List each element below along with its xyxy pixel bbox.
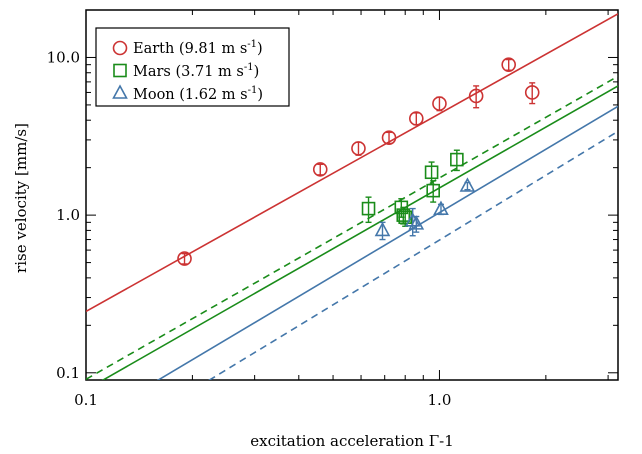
marker-square (361, 201, 376, 216)
legend-label-mars: Mars (3.71 m s-1) (133, 62, 259, 80)
tick-labels: 0.1 1.0 0.1 1.0 10.0 (47, 48, 452, 409)
legend-label-moon: Moon (1.62 m s-1) (133, 85, 263, 103)
data-point (177, 251, 192, 266)
marker-triangle (459, 177, 476, 192)
marker-circle (501, 57, 516, 72)
y-axis-label: rise velocity [mm/s] (12, 123, 30, 273)
legend-item-mars: Mars (3.71 m s-1) (113, 62, 259, 80)
marker-triangle (374, 221, 391, 237)
legend-item-earth: Earth (9.81 m s-1) (112, 39, 263, 57)
marker-circle (351, 141, 366, 156)
marker-square (424, 165, 439, 180)
legend-box (95, 27, 290, 107)
marker-triangle (408, 215, 425, 230)
x-tick-label: 0.1 (74, 391, 98, 409)
fit-line-dashed (86, 75, 618, 380)
y-tick-label: 1.0 (56, 206, 80, 224)
data-point (468, 85, 484, 109)
legend: Earth (9.81 m s-1) Mars (3.71 m s-1) Moo… (95, 27, 290, 107)
marker-circle (432, 96, 447, 111)
data-points (177, 57, 540, 266)
data-point (524, 82, 540, 105)
marker-square (426, 183, 440, 198)
y-tick-label: 0.1 (56, 364, 80, 382)
data-point (374, 221, 391, 241)
legend-marker-triangle-icon (112, 84, 128, 99)
fit-line (156, 105, 618, 380)
data-point (409, 111, 424, 126)
fit-lines (86, 13, 618, 380)
marker-circle (177, 251, 192, 266)
data-point (312, 162, 328, 177)
x-tick-label: 1.0 (428, 391, 452, 409)
legend-item-moon: Moon (1.62 m s-1) (112, 84, 263, 103)
data-point (433, 200, 449, 216)
marker-square (394, 200, 409, 215)
data-point (501, 57, 516, 72)
fit-line (86, 13, 618, 313)
data-point (381, 130, 397, 145)
legend-marker-circle-icon (112, 40, 128, 56)
marker-square (450, 152, 464, 167)
data-point (408, 215, 425, 233)
x-axis-label: excitation acceleration Γ-1 (250, 432, 454, 450)
fit-line-dashed (208, 130, 618, 380)
data-point (432, 96, 447, 112)
data-point (361, 196, 376, 224)
fit-line (101, 85, 618, 380)
marker-circle (409, 111, 424, 126)
data-point (459, 177, 476, 192)
marker-triangle (433, 200, 449, 216)
marker-circle (381, 130, 397, 145)
legend-label-earth: Earth (9.81 m s-1) (133, 39, 263, 57)
data-point (351, 141, 366, 156)
data-point (426, 180, 440, 203)
axis-ticks (85, 9, 618, 381)
y-tick-label: 10.0 (47, 48, 80, 66)
marker-circle (468, 88, 484, 104)
marker-circle (524, 85, 540, 100)
legend-marker-square-icon (113, 63, 127, 78)
plot-frame (85, 9, 619, 381)
marker-circle (312, 162, 328, 177)
data-point (450, 149, 464, 172)
